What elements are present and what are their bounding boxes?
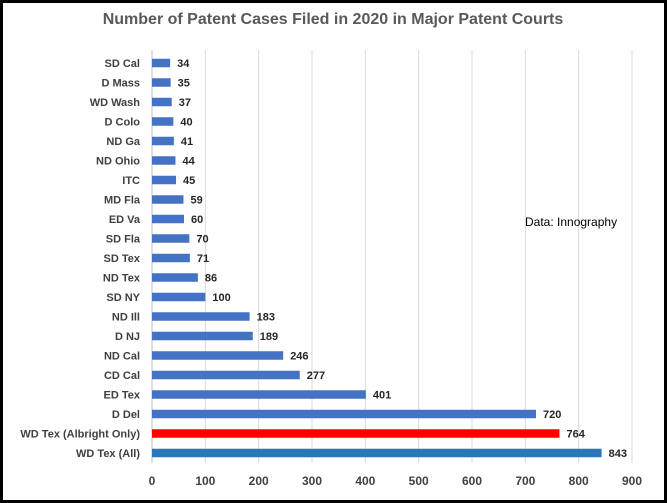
- value-label: 44: [182, 156, 195, 168]
- value-label: 720: [543, 409, 561, 421]
- chart-title: Number of Patent Cases Filed in 2020 in …: [103, 11, 564, 28]
- bar: [152, 351, 284, 360]
- bar: [152, 78, 171, 87]
- value-label: 37: [179, 97, 191, 109]
- category-label: D NJ: [115, 331, 140, 343]
- category-label: SD NY: [106, 292, 140, 304]
- bar: [152, 58, 171, 68]
- category-labels: SD Cal D Mass WD Wash D Colo ND Ga ND Ohio ITC…: [20, 58, 140, 460]
- bar: [152, 370, 300, 380]
- x-tick-label: 0: [149, 474, 156, 488]
- bar: [152, 429, 560, 438]
- value-label: 401: [373, 390, 391, 402]
- category-label: ND Tex: [103, 273, 141, 285]
- value-label: 100: [212, 292, 230, 304]
- value-label: 70: [196, 234, 208, 246]
- category-label: WD Wash: [90, 97, 141, 109]
- category-label: WD Tex (Albright Only): [20, 429, 140, 441]
- value-label: 183: [257, 312, 275, 324]
- x-tick-label: 900: [622, 474, 642, 488]
- value-label: 41: [181, 136, 193, 148]
- bar: [152, 331, 253, 341]
- bars: [152, 58, 602, 458]
- x-tick-label: 500: [409, 474, 429, 488]
- category-label: ND Ill: [112, 312, 140, 324]
- value-label: 277: [307, 370, 325, 382]
- value-label: 246: [290, 351, 308, 363]
- value-label: 45: [183, 175, 195, 187]
- bar: [152, 136, 174, 146]
- category-label: ED Va: [109, 214, 141, 226]
- value-label: 34: [177, 58, 190, 70]
- category-label: SD Cal: [105, 58, 140, 70]
- x-tick-label: 600: [462, 474, 482, 488]
- bar: [152, 156, 176, 165]
- category-label: SD Fla: [106, 234, 141, 246]
- value-label: 86: [205, 273, 217, 285]
- category-label: ED Tex: [104, 390, 141, 402]
- bar: [152, 214, 184, 224]
- bar: [152, 175, 176, 185]
- bar: [152, 253, 190, 263]
- bar: [152, 234, 190, 243]
- category-label: ND Ga: [106, 136, 141, 148]
- value-label: 189: [260, 331, 278, 343]
- bar: [152, 117, 174, 126]
- value-label: 843: [609, 448, 627, 460]
- category-label: WD Tex (All): [76, 448, 140, 460]
- bar: [152, 312, 250, 321]
- category-label: D Mass: [101, 78, 140, 90]
- gridlines: [151, 50, 633, 463]
- x-tick-label: 100: [195, 474, 215, 488]
- value-label: 59: [190, 195, 202, 207]
- x-tick-label: 200: [249, 474, 269, 488]
- bar: [152, 97, 172, 107]
- x-axis-tick-labels: 0 100 200 300 400 500 600 700 800 900: [149, 474, 643, 488]
- value-label: 764: [566, 429, 585, 441]
- x-tick-label: 400: [355, 474, 375, 488]
- x-tick-label: 700: [515, 474, 535, 488]
- category-label: ND Ohio: [96, 156, 140, 168]
- bar: [152, 273, 198, 282]
- data-source-note: Data: Innography: [525, 215, 617, 229]
- value-label: 40: [180, 117, 192, 129]
- value-label: 35: [178, 78, 190, 90]
- category-label: ITC: [122, 175, 140, 187]
- bar: [152, 448, 602, 458]
- category-label: D Colo: [105, 117, 141, 129]
- x-tick-label: 300: [302, 474, 322, 488]
- value-labels: 34 35 37 40 41 44 45 59 60 70 71 86 100 183 189 246 277 4…: [177, 58, 627, 460]
- bar: [152, 195, 184, 204]
- category-label: SD Tex: [104, 253, 141, 265]
- value-label: 71: [197, 253, 209, 265]
- bar: [152, 390, 366, 399]
- category-label: CD Cal: [104, 370, 140, 382]
- category-label: D Del: [112, 409, 140, 421]
- x-tick-label: 800: [569, 474, 589, 488]
- value-label: 60: [191, 214, 203, 226]
- bar: [152, 409, 536, 419]
- category-label: MD Fla: [104, 195, 141, 207]
- bar: [152, 292, 206, 302]
- category-label: ND Cal: [104, 351, 140, 363]
